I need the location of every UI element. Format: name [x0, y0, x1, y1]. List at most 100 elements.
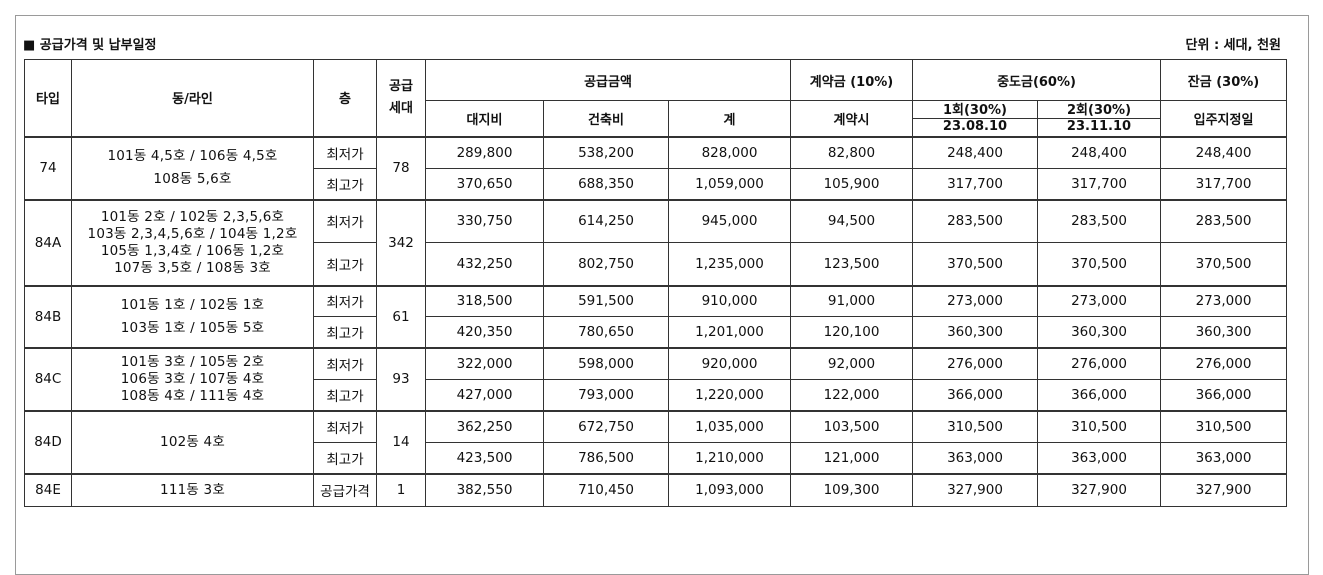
header-supply-amount: 공급금액 — [425, 59, 791, 101]
land-cost-cell: 362,250 — [425, 409, 544, 443]
total-cell: 1,093,000 — [668, 472, 791, 507]
land-cost-cell: 370,650 — [425, 168, 544, 200]
dong-line-text: 101동 2호 / 102동 2,3,5,6호 — [100, 208, 285, 225]
dong-line-text: 108동 5,6호 — [153, 171, 232, 187]
balance-cell: 248,400 — [1160, 135, 1288, 169]
deposit-cell: 109,300 — [790, 472, 913, 507]
middle-1-cell: 310,500 — [912, 409, 1038, 443]
floor-cell: 최저가 — [313, 284, 377, 317]
header-middle-payment: 중도금(60%) — [911, 59, 1162, 101]
deposit-cell: 122,000 — [790, 379, 913, 411]
table-row: 84E 111동 3호 공급가격 1 382,550 710,450 1,093,000 10… — [24, 472, 1288, 507]
total-cell: 828,000 — [668, 135, 791, 169]
building-cost-cell: 802,750 — [543, 242, 669, 286]
header-move-in: 입주지정일 — [1160, 100, 1288, 137]
building-cost-cell: 591,500 — [543, 284, 669, 317]
building-cost-cell: 793,000 — [543, 379, 669, 411]
middle-2-cell: 248,400 — [1036, 135, 1162, 169]
middle-1-cell: 273,000 — [912, 284, 1038, 317]
households-cell: 14 — [376, 409, 426, 474]
header-households-line1: 공급 — [389, 78, 413, 94]
floor-cell: 최저가 — [313, 409, 377, 443]
total-cell: 910,000 — [668, 284, 791, 317]
deposit-cell: 123,500 — [790, 242, 913, 286]
dong-line-cell: 101동 1호 / 102동 1호 103동 1호 / 105동 5호 — [71, 284, 314, 348]
middle-1-cell: 317,700 — [912, 168, 1038, 200]
floor-cell: 공급가격 — [313, 472, 377, 507]
middle-1-cell: 283,500 — [912, 198, 1038, 243]
dong-line-cell: 101동 3호 / 105동 2호 106동 3호 / 107동 4호 108동 4… — [71, 346, 314, 411]
middle-2-cell: 310,500 — [1036, 409, 1162, 443]
table-body: 74 101동 4,5호 / 106동 4,5호 108동 5,6호 최저가 78 289… — [24, 135, 1288, 507]
type-cell: 84B — [24, 284, 72, 348]
deposit-cell: 120,100 — [790, 316, 913, 348]
header-households-line2: 세대 — [389, 100, 413, 116]
type-cell: 84D — [24, 409, 72, 474]
building-cost-cell: 538,200 — [543, 135, 669, 169]
header-middle-2: 2회(30%) 23.11.10 — [1036, 100, 1162, 137]
middle-2-cell: 363,000 — [1036, 442, 1162, 474]
header-total: 계 — [668, 100, 791, 137]
building-cost-cell: 780,650 — [543, 316, 669, 348]
dong-line-cell: 101동 2호 / 102동 2,3,5,6호 103동 2,3,4,5,6호 /… — [71, 198, 314, 286]
total-cell: 945,000 — [668, 198, 791, 243]
table-row: 84D 102동 4호 최저가 14 362,250 672,750 1,035,000 10… — [24, 409, 1288, 474]
floor-cell: 최고가 — [313, 168, 377, 200]
dong-line-cell: 111동 3호 — [71, 472, 314, 507]
header-deposit: 계약금 (10%) — [790, 59, 913, 101]
land-cost-cell: 420,350 — [425, 316, 544, 348]
land-cost-cell: 382,550 — [425, 472, 544, 507]
header-middle-1-date: 23.08.10 — [942, 118, 1008, 134]
table-row: 최고가 370,650 688,350 1,059,000 105,900 317,700… — [25, 168, 1288, 200]
building-cost-cell: 672,750 — [543, 409, 669, 443]
total-cell: 1,210,000 — [668, 442, 791, 474]
middle-2-cell: 283,500 — [1036, 198, 1162, 243]
land-cost-cell: 427,000 — [425, 379, 544, 411]
header-middle-2-date: 23.11.10 — [1066, 118, 1132, 134]
total-cell: 1,035,000 — [668, 409, 791, 443]
balance-cell: 317,700 — [1160, 168, 1288, 200]
table-row: 최고가 423,500 786,500 1,210,000 121,000 363,000… — [25, 442, 1288, 474]
dong-line-text: 101동 3호 / 105동 2호 — [120, 353, 265, 370]
supply-price-table: 타입 동/라인 층 공급 세대 공급금액 계약금 (10%) 중도금(60%) … — [24, 59, 1288, 507]
dong-line-text: 101동 4,5호 / 106동 4,5호 — [107, 148, 278, 164]
middle-2-cell: 317,700 — [1036, 168, 1162, 200]
middle-2-cell: 360,300 — [1036, 316, 1162, 348]
households-cell: 93 — [376, 346, 426, 411]
header-balance: 잔금 (30%) — [1160, 59, 1288, 101]
land-cost-cell: 289,800 — [425, 135, 544, 169]
land-cost-cell: 330,750 — [425, 198, 544, 243]
balance-cell: 366,000 — [1160, 379, 1288, 411]
table-row: 84A 101동 2호 / 102동 2,3,5,6호 103동 2,3,4,5,6… — [24, 198, 1288, 286]
total-cell: 1,201,000 — [668, 316, 791, 348]
header-land-cost: 대지비 — [425, 100, 544, 137]
middle-2-cell: 276,000 — [1036, 346, 1162, 380]
floor-cell: 최고가 — [313, 316, 377, 348]
land-cost-cell: 423,500 — [425, 442, 544, 474]
households-cell: 1 — [376, 472, 426, 507]
dong-line-text: 103동 2,3,4,5,6호 / 104동 1,2호 — [87, 225, 298, 242]
middle-1-cell: 327,900 — [912, 472, 1038, 507]
type-cell: 84E — [24, 472, 72, 507]
balance-cell: 273,000 — [1160, 284, 1288, 317]
deposit-cell: 94,500 — [790, 198, 913, 243]
table-row: 최고가 427,000 793,000 1,220,000 122,000 366,000… — [25, 379, 1288, 411]
balance-cell: 360,300 — [1160, 316, 1288, 348]
middle-2-cell: 366,000 — [1036, 379, 1162, 411]
deposit-cell: 82,800 — [790, 135, 913, 169]
middle-1-cell: 360,300 — [912, 316, 1038, 348]
land-cost-cell: 432,250 — [425, 242, 544, 286]
middle-1-cell: 276,000 — [912, 346, 1038, 380]
deposit-cell: 92,000 — [790, 346, 913, 380]
table-header: 타입 동/라인 층 공급 세대 공급금액 계약금 (10%) 중도금(60%) … — [24, 59, 1288, 137]
total-cell: 1,235,000 — [668, 242, 791, 286]
land-cost-cell: 318,500 — [425, 284, 544, 317]
type-cell: 84A — [24, 198, 72, 286]
middle-2-cell: 327,900 — [1036, 472, 1162, 507]
households-cell: 61 — [376, 284, 426, 348]
balance-cell: 327,900 — [1160, 472, 1288, 507]
balance-cell: 276,000 — [1160, 346, 1288, 380]
dong-line-text: 105동 1,3,4호 / 106동 1,2호 — [100, 242, 285, 259]
dong-line-text: 101동 1호 / 102동 1호 — [120, 296, 265, 313]
header-contract-at: 계약시 — [790, 100, 913, 137]
